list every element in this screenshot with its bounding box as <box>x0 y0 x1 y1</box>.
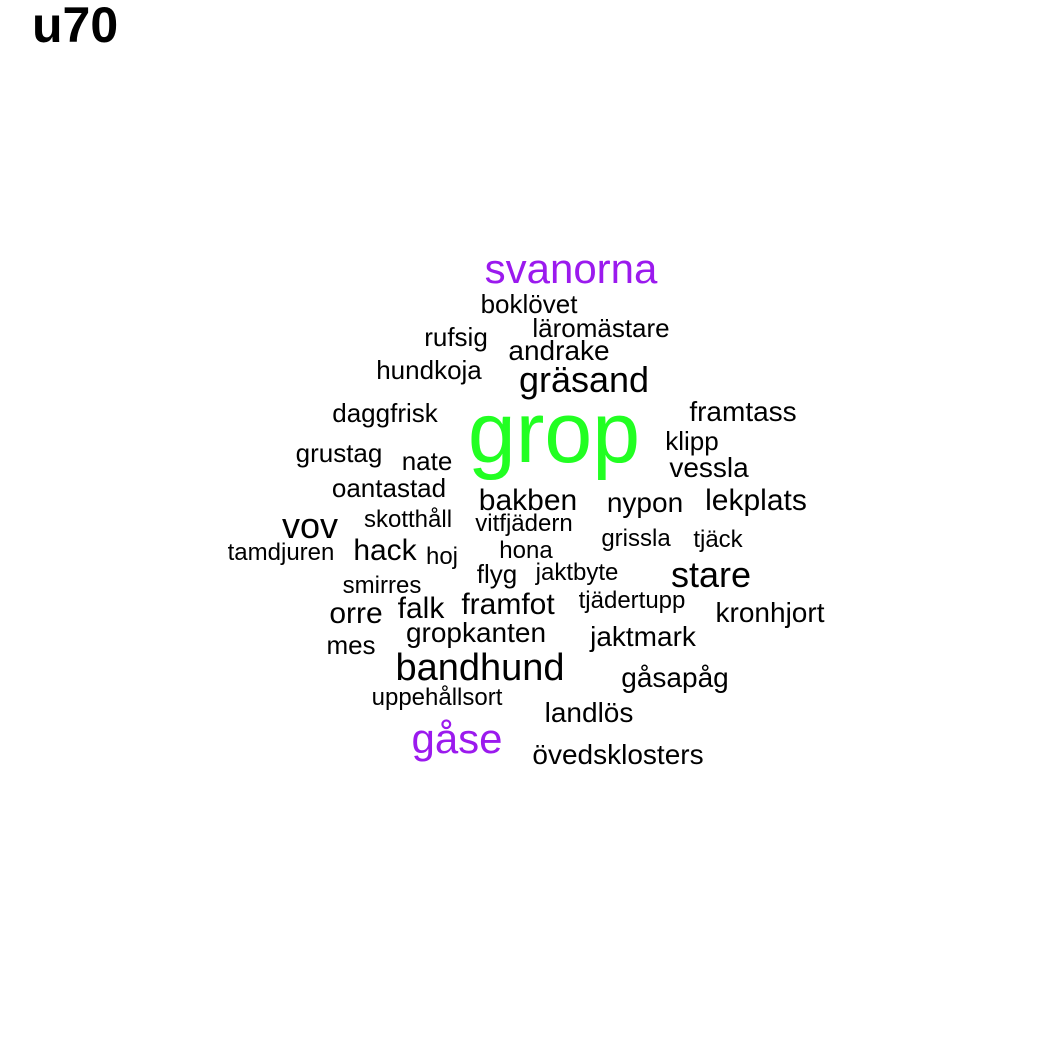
word-jaktbyte: jaktbyte <box>535 559 619 586</box>
word-gasapag: gåsapåg <box>621 662 729 693</box>
word-svanorna: svanorna <box>484 245 658 292</box>
word-stare: stare <box>670 554 752 595</box>
word-rufsig: rufsig <box>424 322 488 352</box>
word-andrake: andrake <box>508 335 610 366</box>
word-landlos: landlös <box>544 697 634 728</box>
word-jaktmark: jaktmark <box>590 621 696 652</box>
word-vitfjadern: vitfjädern <box>475 510 573 537</box>
word-ovedsklosters: övedsklosters <box>532 739 704 770</box>
word-vessla: vessla <box>669 452 749 483</box>
word-laromastare: läromästare <box>532 313 670 343</box>
word-hona: hona <box>499 537 553 564</box>
word-orre: orre <box>329 597 383 630</box>
word-grop: grop <box>467 385 641 481</box>
word-daggfrisk: daggfrisk <box>332 398 438 428</box>
word-boklovet: boklövet <box>480 289 578 319</box>
word-klipp: klipp <box>665 426 719 456</box>
word-nate: nate <box>401 446 453 476</box>
word-framtass: framtass <box>689 396 797 427</box>
word-tjadertupp: tjädertupp <box>578 587 686 614</box>
word-framfot: framfot <box>461 588 555 621</box>
word-grasand: gräsand <box>518 359 650 400</box>
word-hundkoja: hundkoja <box>376 355 482 385</box>
word-smirres: smirres <box>342 572 422 599</box>
word-skotthall: skotthåll <box>363 506 453 533</box>
word-tamdjuren: tamdjuren <box>227 539 335 566</box>
word-lekplats: lekplats <box>705 484 807 517</box>
word-grustag: grustag <box>295 438 383 468</box>
chart-title: u70 <box>32 0 119 53</box>
word-grissla: grissla <box>601 525 671 552</box>
word-mes: mes <box>326 630 376 660</box>
word-falk: falk <box>397 592 445 625</box>
word-bakben: bakben <box>478 484 578 517</box>
word-gropkanten: gropkanten <box>405 617 547 648</box>
word-uppehallsort: uppehållsort <box>371 684 503 711</box>
word-hoj: hoj <box>425 543 459 570</box>
word-bandhund: bandhund <box>395 647 565 689</box>
word-vov: vov <box>281 505 339 546</box>
word-hack: hack <box>353 534 417 567</box>
word-tjack: tjäck <box>693 526 743 553</box>
word-kronhjort: kronhjort <box>715 597 825 628</box>
word-gase: gåse <box>411 715 503 762</box>
word-oantastad: oantastad <box>331 473 447 503</box>
word-flyg: flyg <box>476 559 518 589</box>
word-nypon: nypon <box>606 487 684 518</box>
